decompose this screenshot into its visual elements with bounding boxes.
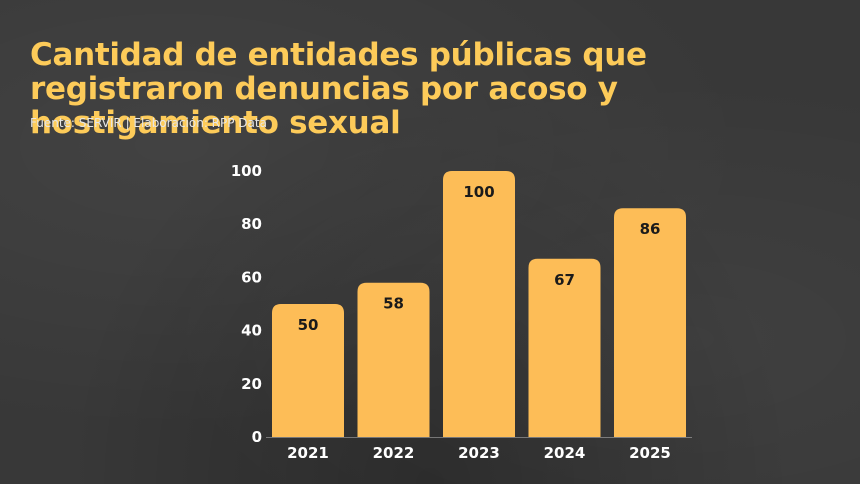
chart-title: Cantidad de entidades públicas que regis… xyxy=(30,37,647,141)
bar-value-label: 86 xyxy=(640,220,661,238)
bar-value-label: 67 xyxy=(554,271,575,289)
y-tick-label: 80 xyxy=(241,215,262,233)
bar-value-label: 50 xyxy=(298,316,319,334)
bar-2021 xyxy=(272,304,344,437)
y-axis: 0 20 40 60 80 100 xyxy=(231,162,262,446)
bar-2022 xyxy=(357,282,430,437)
y-tick-label: 20 xyxy=(241,375,262,393)
bar-2024 xyxy=(528,258,601,437)
y-tick-label: 100 xyxy=(231,162,262,180)
bars: 50 58 100 67 86 xyxy=(272,171,686,437)
x-tick-label: 2024 xyxy=(544,444,586,462)
bar-2023 xyxy=(443,171,515,437)
source-note: Fuente: SERVIR | Elaboración: RPP Data xyxy=(30,116,267,130)
x-tick-label: 2023 xyxy=(458,444,500,462)
bar-value-label: 100 xyxy=(463,183,494,201)
x-tick-label: 2021 xyxy=(287,444,329,462)
y-tick-label: 40 xyxy=(241,322,262,340)
x-axis: 2021 2022 2023 2024 2025 xyxy=(266,437,692,462)
bar-value-label: 58 xyxy=(383,295,404,313)
bar-2025 xyxy=(614,208,686,437)
x-tick-label: 2022 xyxy=(373,444,415,462)
x-tick-label: 2025 xyxy=(629,444,671,462)
y-tick-label: 60 xyxy=(241,268,262,286)
y-tick-label: 0 xyxy=(252,428,262,446)
